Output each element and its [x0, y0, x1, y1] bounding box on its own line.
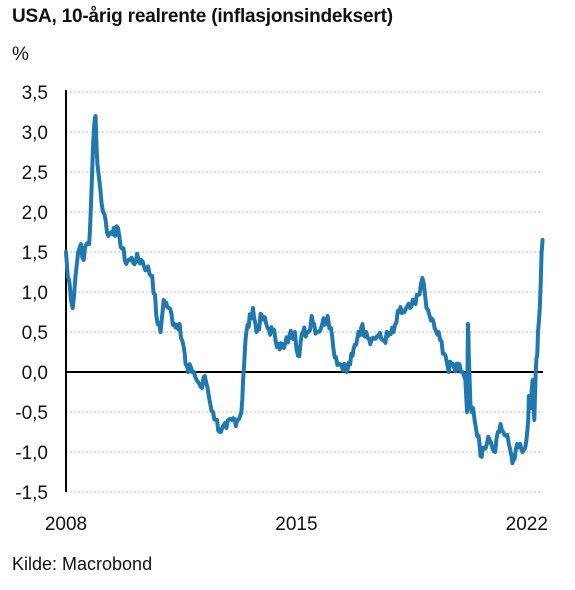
y-tick-labels: 3,5 3,0 2,5 2,0 1,5 1,0 0,5 0,0 -0,5 -1,0 -1,5	[15, 83, 48, 504]
gridlines	[66, 91, 543, 493]
x-tick-labels: 2008 2015 2022	[45, 514, 548, 535]
y-tick-label: -1,5	[15, 483, 48, 504]
y-tick-label: -0,5	[15, 403, 48, 424]
y-tick-label: 1,0	[22, 283, 48, 304]
y-tick-label: 2,5	[22, 163, 48, 184]
x-tick-label: 2015	[275, 514, 317, 535]
y-tick-label: 3,5	[22, 83, 48, 104]
y-tick-label: 3,0	[22, 123, 48, 144]
y-tick-label: 0,0	[22, 363, 48, 384]
x-tick-label: 2008	[45, 514, 87, 535]
chart-title: USA, 10-årig realrente (inflasjonsindeks…	[12, 6, 393, 27]
y-tick-label: 2,0	[22, 203, 48, 224]
real-rate-series-line	[64, 114, 545, 466]
source-note: Kilde: Macrobond	[12, 554, 153, 574]
y-tick-label: -1,0	[15, 443, 48, 464]
y-tick-label: 1,5	[22, 243, 48, 264]
x-tick-label: 2022	[506, 514, 548, 535]
y-tick-label: 0,5	[22, 323, 48, 344]
y-axis-unit: %	[12, 44, 29, 65]
